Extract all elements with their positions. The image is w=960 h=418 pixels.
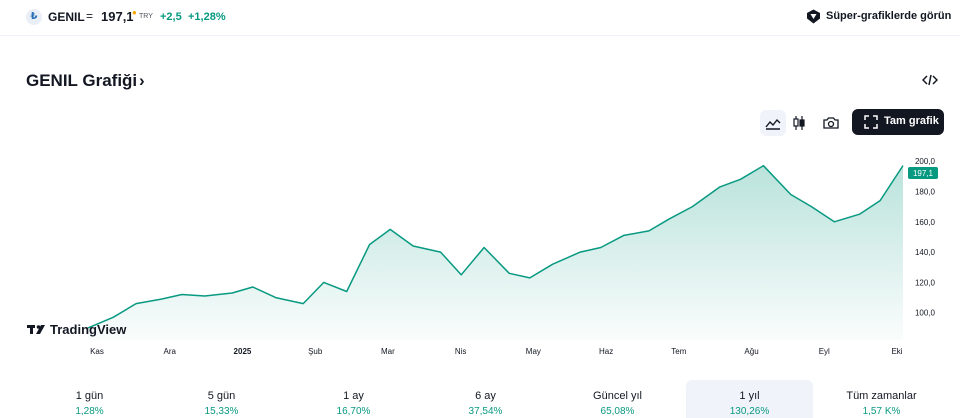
code-embed-icon[interactable] <box>922 74 938 86</box>
symbol-header: ₺ GENIL = 197,1 ● TRY +2,5 +1,28% Süper-… <box>0 0 960 36</box>
period-tab[interactable]: 1 yıl 130,26% <box>686 380 813 418</box>
equals-sign: = <box>86 9 94 23</box>
period-tab[interactable]: 1 gün 1,28% <box>26 380 153 418</box>
super-charts-link[interactable]: Süper-grafiklerde görün <box>826 10 952 22</box>
page-title[interactable]: GENIL Grafiği <box>26 71 138 90</box>
y-tick-label: 200,0 <box>915 157 936 166</box>
y-tick-label: 120,0 <box>915 278 936 287</box>
y-tick-label: 100,0 <box>915 309 936 318</box>
x-tick-label: May <box>526 347 541 356</box>
tradingview-watermark[interactable]: TradingView <box>27 322 127 337</box>
period-change: 130,26% <box>729 406 770 417</box>
x-tick-label: Ara <box>164 347 177 356</box>
y-tick-label: 140,0 <box>915 248 936 257</box>
market-status-dot: ● <box>132 8 137 17</box>
chevron-right-icon[interactable]: › <box>139 71 145 90</box>
y-tick-label: 180,0 <box>915 187 936 196</box>
price-change-percent: +1,28% <box>188 11 226 23</box>
price-change: +2,5 <box>160 11 182 23</box>
candlestick-button[interactable] <box>786 110 812 136</box>
x-tick-label: Eyl <box>819 347 830 356</box>
snapshot-button[interactable] <box>818 110 844 136</box>
last-price: 197,1 <box>101 9 134 24</box>
x-tick-label: Mar <box>381 347 395 356</box>
period-label: 6 ay <box>475 390 496 402</box>
fullscreen-icon <box>864 115 878 129</box>
line-chart-button[interactable] <box>760 110 786 136</box>
full-chart-button[interactable]: Tam grafik <box>852 109 944 135</box>
period-label: 1 yıl <box>739 390 760 402</box>
period-change: 1,57 K% <box>862 406 901 417</box>
tradingview-logo-icon <box>27 325 45 334</box>
turkish-lira-icon: ₺ <box>26 9 42 25</box>
x-tick-label: 2025 <box>234 347 252 356</box>
period-tab[interactable]: Güncel yıl 65,08% <box>554 380 681 418</box>
camera-icon <box>823 117 839 129</box>
y-tick-label: 160,0 <box>915 218 936 227</box>
period-change: 37,54% <box>468 406 503 417</box>
candlestick-icon <box>793 116 805 130</box>
period-tab[interactable]: 6 ay 37,54% <box>422 380 549 418</box>
x-tick-label: Ağu <box>744 347 758 356</box>
x-tick-label: Kas <box>90 347 104 356</box>
price-line <box>87 164 904 329</box>
price-chart[interactable]: 100,0 120,0 140,0 160,0 180,0 200,0 Kas Ara 202… <box>0 140 960 360</box>
x-tick-label: Haz <box>599 347 613 356</box>
price-area-fill <box>88 165 903 340</box>
period-label: 1 ay <box>343 390 364 402</box>
x-tick-label: Nis <box>455 347 467 356</box>
period-selector: 1 gün 1,28% 5 gün 15,33% 1 ay 16,70% 6 ay 37,54… <box>26 380 944 418</box>
full-chart-label: Tam grafik <box>884 115 939 127</box>
period-change: 16,70% <box>336 406 371 417</box>
period-tab[interactable]: Tüm zamanlar 1,57 K% <box>818 380 945 418</box>
super-charts-icon[interactable] <box>806 9 821 24</box>
period-label: Tüm zamanlar <box>846 390 917 402</box>
x-tick-label: Eki <box>891 347 902 356</box>
currency-label: TRY <box>139 13 153 20</box>
last-price-label: 197,1 <box>913 169 934 178</box>
period-change: 15,33% <box>204 406 239 417</box>
tradingview-wordmark: TradingView <box>50 322 127 337</box>
period-label: 5 gün <box>207 390 236 402</box>
period-change: 65,08% <box>600 406 635 417</box>
x-tick-label: Şub <box>308 347 323 356</box>
period-label: 1 gün <box>75 390 104 402</box>
period-change: 1,28% <box>75 406 104 417</box>
period-tab[interactable]: 5 gün 15,33% <box>158 380 285 418</box>
x-axis: Kas Ara 2025 Şub Mar Nis May Haz Tem Ağu Eyl Eki <box>90 347 903 356</box>
y-axis: 100,0 120,0 140,0 160,0 180,0 200,0 <box>915 157 936 318</box>
symbol-name[interactable]: GENIL <box>48 10 85 24</box>
period-label: Güncel yıl <box>593 390 642 402</box>
line-chart-icon <box>765 118 781 130</box>
last-price-tag: 197,1 <box>908 167 938 179</box>
period-tab[interactable]: 1 ay 16,70% <box>290 380 417 418</box>
x-tick-label: Tem <box>671 347 686 356</box>
